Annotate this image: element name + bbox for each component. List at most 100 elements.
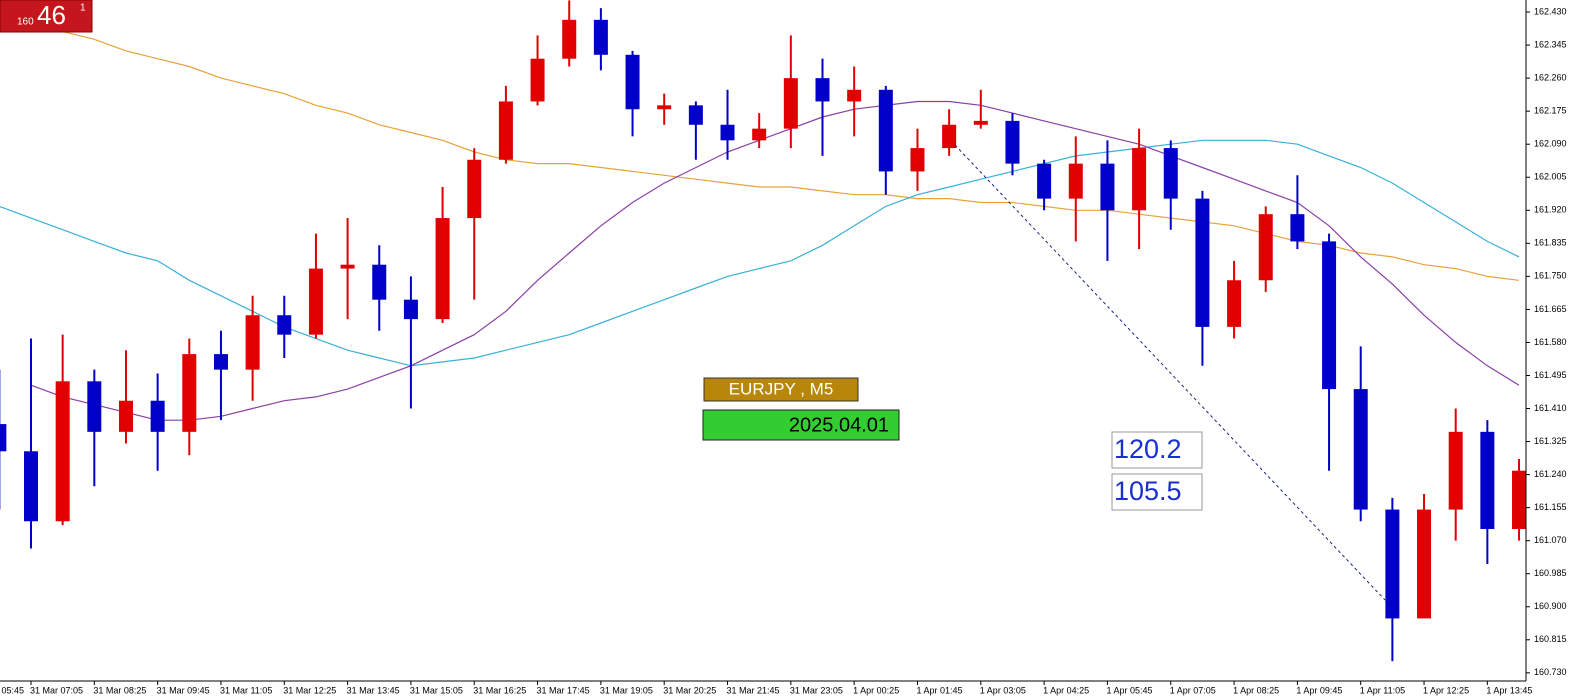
value-box [1111,431,1203,469]
x-tick-label: 1 Apr 11:05 [1360,685,1405,695]
value-label: 105.5 [1114,476,1182,506]
candle-body [1258,214,1273,281]
x-tick-label: 1 Apr 08:25 [1233,685,1279,695]
candle-body [1227,280,1242,327]
date-box [702,409,900,441]
y-tick-label: 160.730 [1534,667,1567,677]
candle-body [182,354,197,432]
candle-body [245,315,260,370]
x-tick-label: 31 Mar 21:45 [727,685,780,695]
x-tick-label: 1 Apr 04:25 [1043,685,1089,695]
candle-body [720,124,735,141]
badge-main: 46 [37,0,66,30]
candle-body [372,264,387,300]
y-tick-label: 161.410 [1534,403,1567,413]
x-tick-label: 05:45 [1,685,24,695]
x-tick-label: 1 Apr 03:05 [980,685,1026,695]
y-tick-label: 162.430 [1534,6,1567,16]
badge [0,0,93,33]
moving-average [30,100,1520,421]
x-tick-label: 1 Apr 01:45 [916,685,962,695]
symbol-box [703,377,859,402]
x-tick-label: 1 Apr 13:45 [1486,685,1532,695]
symbol-label: EURJPY , M5 [729,379,834,398]
candle-body [657,105,672,110]
candle-body [625,54,640,110]
value-box [1111,473,1203,511]
x-tick-label: 31 Mar 12:25 [283,685,336,695]
candle-body [150,400,165,432]
y-tick-label: 160.985 [1534,568,1567,578]
y-tick-label: 161.325 [1534,436,1567,446]
candle-body [498,101,513,160]
candle-body [847,89,862,102]
y-tick-label: 160.815 [1534,634,1567,644]
candle-body [1068,163,1083,199]
x-tick-label: 31 Mar 07:05 [30,685,83,695]
candle-body [1132,148,1147,211]
candle-body [688,105,703,125]
trend-line [954,144,1386,601]
candle-body [340,264,355,269]
candle-body [213,354,228,370]
y-tick-label: 161.750 [1534,271,1567,281]
candle-body [815,78,830,102]
candle-body [403,299,418,320]
candle-body [277,315,292,335]
y-tick-label: 162.260 [1534,73,1567,83]
candle-body [878,89,893,172]
candle-body [1385,509,1400,619]
moving-average [0,139,1520,367]
x-tick-label: 31 Mar 16:25 [473,685,526,695]
candle-body [783,78,798,129]
candle-body [1037,163,1052,199]
x-tick-label: 31 Mar 23:05 [790,685,843,695]
y-tick-label: 162.175 [1534,106,1567,116]
y-tick-label: 162.005 [1534,172,1567,182]
x-tick-label: 31 Mar 17:45 [537,685,590,695]
candle-body [1480,431,1495,530]
y-tick-label: 162.345 [1534,39,1567,49]
x-tick-label: 31 Mar 19:05 [600,685,653,695]
candle-body [1290,214,1305,242]
candle-body [593,19,608,55]
candle-body [87,381,102,432]
candle-body [530,58,545,102]
x-tick-label: 31 Mar 13:45 [347,685,400,695]
candle-body [1195,198,1210,327]
moving-average [62,30,1520,281]
x-tick-label: 1 Apr 07:05 [1170,685,1216,695]
value-label: 120.2 [1114,434,1182,464]
y-tick-label: 162.090 [1534,139,1567,149]
x-tick-label: 1 Apr 09:45 [1296,685,1342,695]
x-tick-label: 31 Mar 09:45 [157,685,210,695]
x-tick-label: 1 Apr 05:45 [1106,685,1152,695]
x-tick-label: 1 Apr 12:25 [1423,685,1469,695]
y-tick-label: 161.240 [1534,469,1567,479]
x-tick-label: 31 Mar 20:25 [663,685,716,695]
candle-body [1448,431,1463,510]
candle-body [910,148,925,172]
badge-sup: 1 [80,3,86,14]
candle-body [24,451,38,522]
candle-body [308,268,323,335]
candle-body [1005,120,1020,164]
y-tick-label: 161.580 [1534,337,1567,347]
candle-body [562,19,577,59]
y-tick-label: 161.155 [1534,502,1567,512]
candle-body [1353,389,1368,510]
y-tick-label: 161.835 [1534,238,1567,248]
y-tick-label: 161.665 [1534,304,1567,314]
x-tick-label: 1 Apr 00:25 [853,685,899,695]
date-label: 2025.04.01 [789,414,889,436]
candle-body [1163,148,1178,199]
candle-body [55,381,70,522]
x-tick-label: 31 Mar 15:05 [410,685,463,695]
candle-body [752,128,767,141]
x-tick-label: 31 Mar 11:05 [220,685,272,695]
candle-body [1512,470,1527,530]
candle-body [942,124,957,149]
candle-body [1322,241,1337,390]
candle-body [467,159,482,219]
